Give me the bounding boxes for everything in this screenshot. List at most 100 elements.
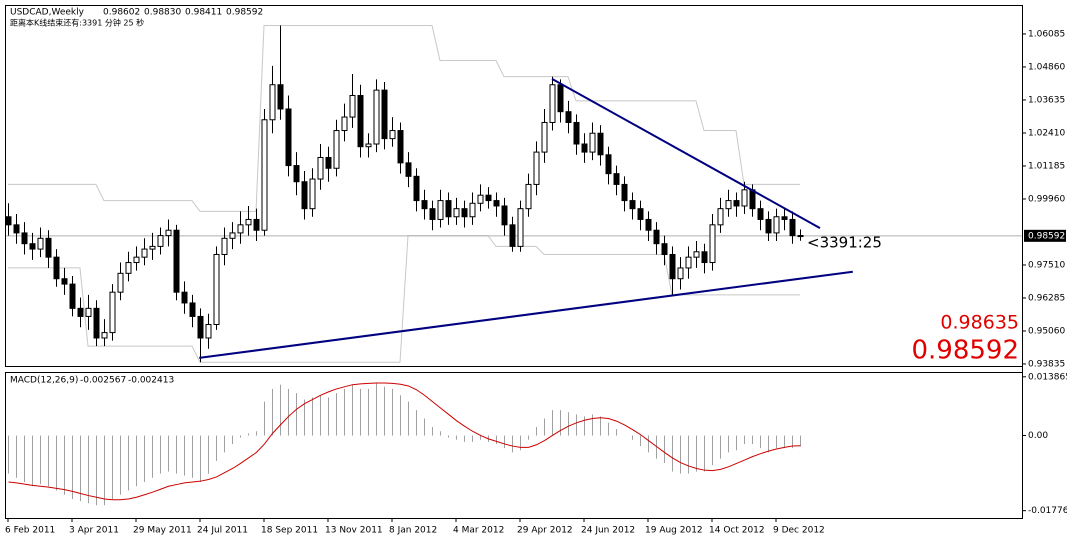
y-tick-label: 0.96285 bbox=[1028, 293, 1065, 303]
candle-body bbox=[85, 307, 92, 317]
macd-signal-value: -0.002413 bbox=[128, 376, 174, 386]
x-tick-label: 24 Jul 2011 bbox=[197, 526, 248, 536]
candle-body bbox=[597, 132, 604, 156]
x-tick-label: 14 Oct 2012 bbox=[709, 526, 765, 536]
candle-body bbox=[165, 229, 172, 237]
candle-body bbox=[341, 116, 348, 132]
candle-body bbox=[421, 200, 428, 210]
macd-title: MACD(12,26,9) bbox=[10, 376, 78, 386]
candle-body bbox=[573, 121, 580, 145]
candle-body bbox=[133, 256, 140, 264]
candle-body bbox=[429, 208, 436, 220]
candle-body bbox=[437, 200, 444, 220]
x-tick-label: 8 Jan 2012 bbox=[389, 526, 437, 536]
candle-body bbox=[357, 95, 364, 148]
channel-line bbox=[8, 235, 800, 363]
channel-line bbox=[8, 24, 800, 212]
candle-body bbox=[285, 108, 292, 167]
candle-body bbox=[653, 229, 660, 245]
candle-body bbox=[469, 202, 476, 218]
ask-quote: 0.98635 bbox=[940, 312, 1019, 334]
candle-body bbox=[365, 143, 372, 148]
candle-body bbox=[525, 183, 532, 210]
y-tick-label: 0.95060 bbox=[1028, 326, 1065, 336]
y-tick-label: 1.01185 bbox=[1028, 161, 1065, 171]
price-layer bbox=[5, 24, 1026, 365]
candle-body bbox=[237, 224, 244, 234]
candle-body bbox=[637, 208, 644, 220]
candle-body bbox=[125, 262, 132, 274]
quote-low: 0.98411 bbox=[185, 8, 222, 18]
candle-body bbox=[389, 130, 396, 140]
y-tick-label: 1.02410 bbox=[1028, 128, 1065, 138]
x-tick-label: 29 May 2011 bbox=[133, 526, 192, 536]
candle-body bbox=[109, 291, 116, 334]
candle-body bbox=[765, 218, 772, 234]
candle-body bbox=[317, 156, 324, 180]
candle-body bbox=[301, 181, 308, 210]
price-box-label: 0.98592 bbox=[1028, 231, 1065, 241]
candle-body bbox=[149, 245, 156, 250]
candle-body bbox=[605, 154, 612, 175]
candle-body bbox=[373, 89, 380, 145]
x-tick-label: 29 Apr 2012 bbox=[517, 526, 573, 536]
candle-body bbox=[101, 332, 108, 339]
candle-body bbox=[581, 143, 588, 153]
candle-body bbox=[757, 208, 764, 220]
candle-body bbox=[445, 200, 452, 218]
macd-layer bbox=[8, 376, 1026, 512]
candle-body bbox=[13, 224, 20, 234]
quote-high: 0.98830 bbox=[144, 8, 181, 18]
candle-body bbox=[413, 175, 420, 202]
candle-body bbox=[549, 84, 556, 123]
candle-body bbox=[461, 208, 468, 218]
candle-body bbox=[61, 278, 68, 285]
candle-body bbox=[677, 267, 684, 280]
candle-body bbox=[253, 218, 260, 231]
candle-body bbox=[781, 216, 788, 220]
candle-body bbox=[669, 253, 676, 280]
candle-body bbox=[741, 189, 748, 207]
trendline bbox=[199, 270, 853, 359]
candle-body bbox=[405, 162, 412, 177]
candle-body bbox=[349, 95, 356, 118]
y-tick-label: 1.06085 bbox=[1028, 29, 1065, 39]
candle-body bbox=[501, 205, 508, 226]
candle-body bbox=[629, 200, 636, 210]
quote-close: 0.98592 bbox=[226, 8, 263, 18]
candle-body bbox=[173, 229, 180, 293]
bid-quote: 0.98592 bbox=[911, 336, 1019, 366]
candle-body bbox=[189, 302, 196, 317]
candle-body bbox=[685, 256, 692, 269]
candle-body bbox=[45, 237, 52, 258]
candle-body bbox=[693, 251, 700, 258]
y-tick-label: 0.00 bbox=[1028, 431, 1048, 441]
candle-body bbox=[773, 216, 780, 234]
signal-line bbox=[8, 382, 801, 501]
candle-body bbox=[37, 237, 44, 250]
candle-body bbox=[645, 218, 652, 231]
candle-body bbox=[141, 248, 148, 258]
candle-body bbox=[557, 84, 564, 113]
candle-body bbox=[725, 200, 732, 210]
candle-body bbox=[533, 151, 540, 185]
candle-body bbox=[397, 130, 404, 164]
candle-body bbox=[541, 121, 548, 153]
candle-body bbox=[261, 119, 268, 231]
candle-body bbox=[277, 84, 284, 110]
candle-body bbox=[93, 307, 100, 339]
candle-body bbox=[229, 232, 236, 239]
candle-body bbox=[29, 243, 36, 250]
candle-body bbox=[181, 291, 188, 304]
candle-body bbox=[213, 253, 220, 326]
candle-body bbox=[565, 111, 572, 123]
candle-body bbox=[205, 324, 212, 339]
y-tick-label: 0.99960 bbox=[1028, 194, 1065, 204]
y-tick-label: 0.013865 bbox=[1028, 372, 1067, 382]
candle-body bbox=[309, 178, 316, 210]
candle-body bbox=[717, 208, 724, 226]
candle-body bbox=[5, 216, 12, 226]
candle-body bbox=[477, 194, 484, 204]
